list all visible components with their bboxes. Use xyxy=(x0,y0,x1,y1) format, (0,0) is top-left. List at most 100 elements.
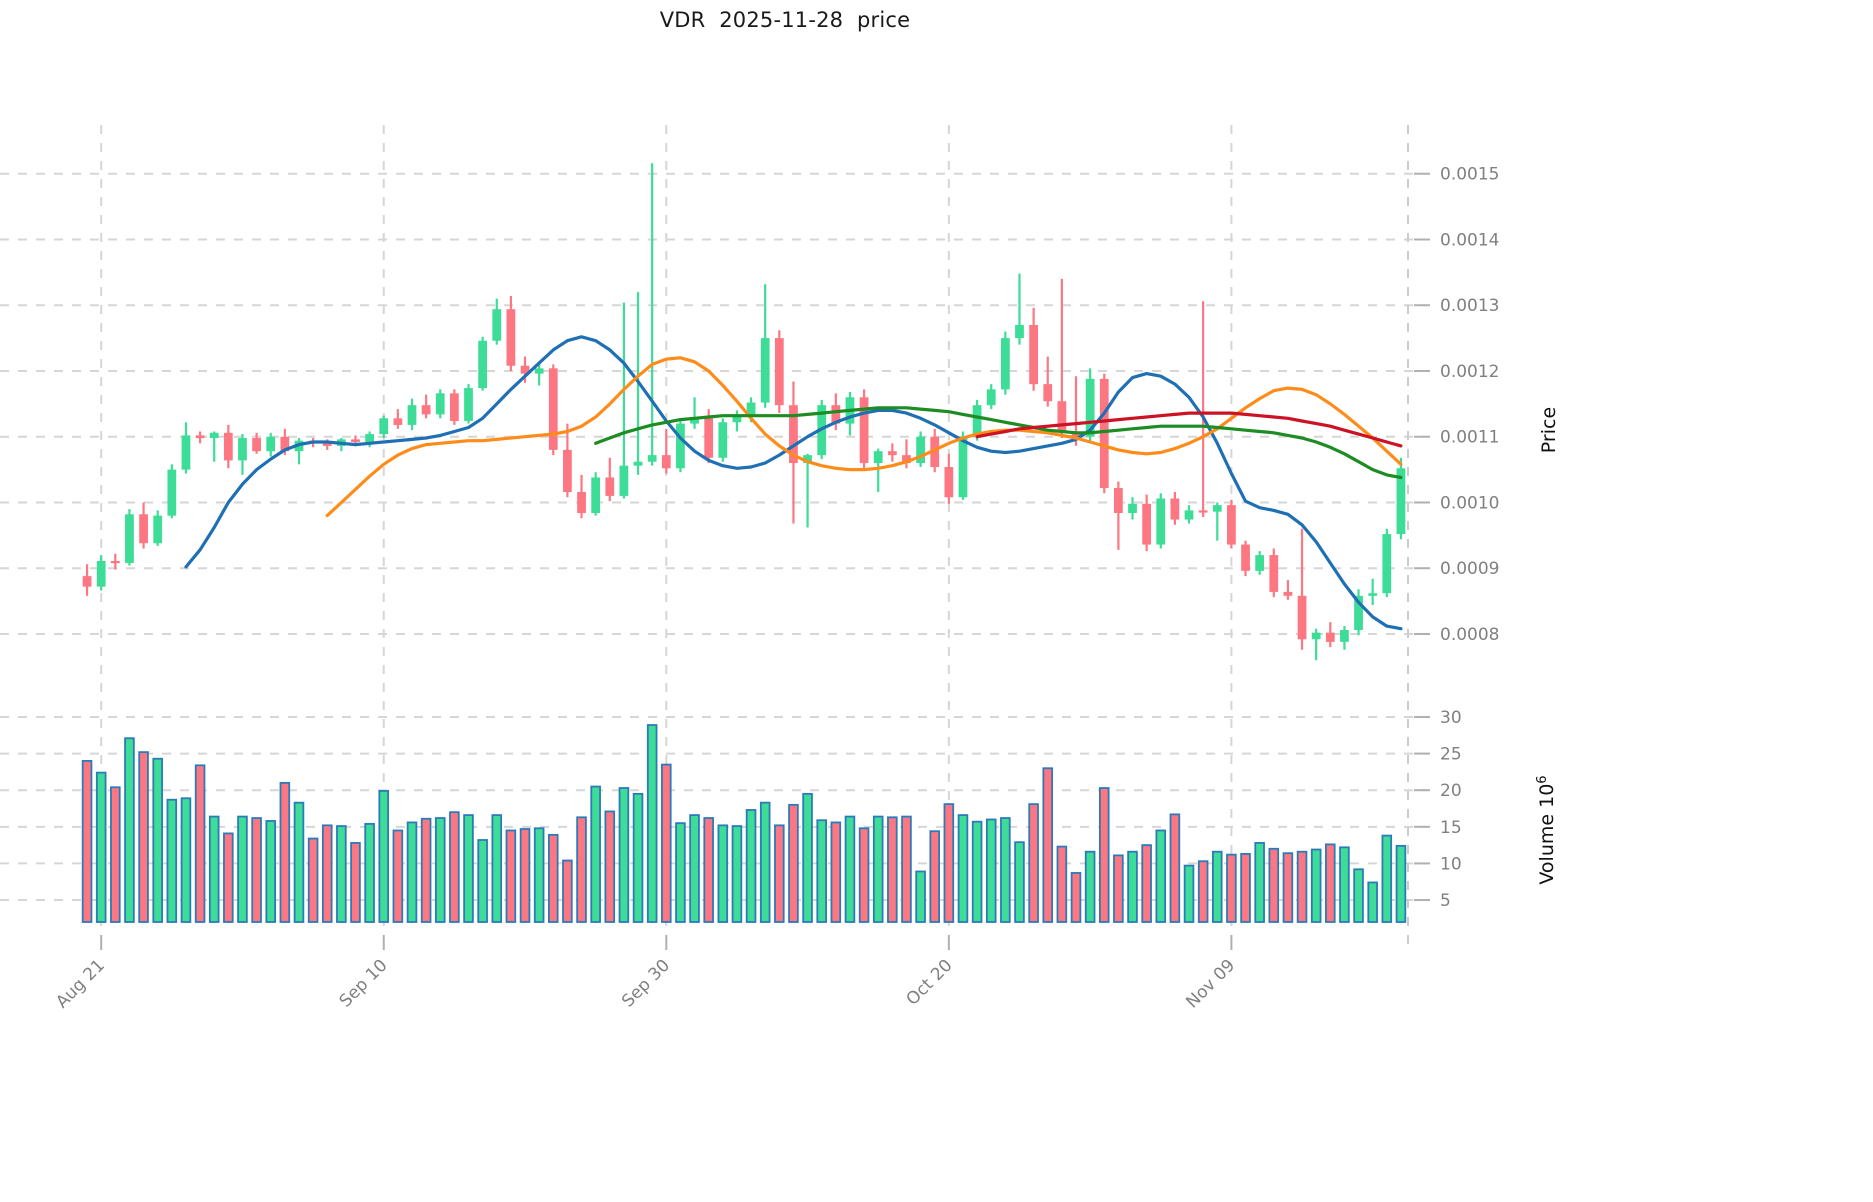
candle-body xyxy=(1340,630,1349,642)
price-tick-label: 0.0015 xyxy=(1440,165,1499,185)
candle-body xyxy=(82,576,92,587)
price-axis-title: Price xyxy=(1538,407,1560,453)
volume-tick-label: 10 xyxy=(1440,854,1462,874)
volume-bar xyxy=(1325,843,1336,923)
candle-body xyxy=(280,436,290,452)
volume-bar xyxy=(1000,817,1011,923)
volume-bars xyxy=(81,724,1407,923)
volume-bar xyxy=(505,829,517,923)
candle-body xyxy=(1297,595,1307,640)
volume-bar xyxy=(1197,860,1209,923)
candle-body xyxy=(393,418,403,425)
candle-body xyxy=(1114,488,1123,513)
volume-bar xyxy=(519,828,531,923)
volume-bar xyxy=(943,803,955,923)
volume-bar xyxy=(166,798,178,923)
candle-body xyxy=(1099,378,1109,489)
candle-body xyxy=(831,405,841,424)
volume-bar xyxy=(646,724,658,923)
volume-bar xyxy=(1028,803,1039,923)
volume-bar xyxy=(802,792,813,923)
candle-body xyxy=(1227,505,1236,545)
volume-tick-label: 5 xyxy=(1440,891,1451,911)
date-tick-label: Sep 10 xyxy=(336,956,392,1012)
candle-body xyxy=(379,418,389,435)
volume-bar xyxy=(152,757,163,923)
volume-bar xyxy=(1070,872,1082,923)
candle-body xyxy=(732,414,742,423)
candle-body xyxy=(266,436,276,452)
volume-bar xyxy=(406,821,418,923)
volume-bar xyxy=(632,792,644,923)
date-tick-label: Oct 20 xyxy=(903,956,957,1010)
volume-bar xyxy=(576,816,587,923)
candle-body xyxy=(930,436,940,467)
candle-body xyxy=(167,469,177,516)
candle-body xyxy=(859,397,869,464)
volume-tick-label: 30 xyxy=(1440,708,1462,728)
volume-bar xyxy=(1211,850,1223,923)
volume-bar xyxy=(1155,829,1167,923)
candle-body xyxy=(435,393,445,415)
candle-body xyxy=(803,455,812,464)
price-tick-label: 0.0014 xyxy=(1440,230,1499,250)
volume-axis-title: Volume 106 xyxy=(1535,775,1558,884)
candle-body xyxy=(944,466,954,498)
candle-body xyxy=(563,449,572,492)
candle-body xyxy=(1354,595,1363,631)
volume-bar xyxy=(830,821,842,923)
volume-bar xyxy=(1268,847,1280,923)
candle-body xyxy=(704,417,714,458)
volume-bar xyxy=(81,760,93,923)
volume-bar xyxy=(1141,844,1152,923)
volume-bar xyxy=(420,817,432,923)
volume-bar xyxy=(971,820,983,923)
price-tick-label: 0.0012 xyxy=(1440,362,1499,382)
volume-bar xyxy=(1254,842,1265,923)
volume-bar xyxy=(1282,852,1294,923)
volume-bar xyxy=(1226,853,1237,923)
candlesticks xyxy=(82,163,1406,661)
candle-body xyxy=(577,491,586,513)
volume-bar xyxy=(547,833,559,923)
candle-body xyxy=(746,402,756,415)
volume-bar xyxy=(1098,787,1110,923)
price-tick-label: 0.0009 xyxy=(1440,559,1499,579)
volume-bar xyxy=(1381,834,1393,923)
price-tick-label: 0.0011 xyxy=(1440,428,1499,448)
ma-line-green xyxy=(594,406,1403,480)
volume-bar xyxy=(844,815,856,923)
volume-bar xyxy=(237,815,248,923)
volume-bar xyxy=(95,771,107,923)
volume-bar xyxy=(675,822,686,923)
candle-body xyxy=(1311,632,1321,640)
volume-bar xyxy=(731,825,743,923)
volume-bar xyxy=(194,764,206,923)
candle-body xyxy=(1255,555,1265,571)
candle-body xyxy=(1057,401,1067,432)
candle-body xyxy=(1241,544,1250,571)
candle-body xyxy=(322,443,332,446)
candle-body xyxy=(1156,498,1166,545)
candle-body xyxy=(1368,593,1378,596)
volume-bar xyxy=(223,832,234,923)
candle-body xyxy=(238,438,247,461)
candle-body xyxy=(1029,324,1038,385)
candle-body xyxy=(676,423,685,469)
ma-line-blue xyxy=(184,335,1403,631)
candle-body xyxy=(1212,505,1222,512)
candle-body xyxy=(986,389,996,406)
candle-body xyxy=(506,309,516,366)
volume-bar xyxy=(1339,846,1350,923)
candle-body xyxy=(252,438,261,452)
candle-body xyxy=(548,368,558,450)
candle-body xyxy=(1325,632,1335,642)
volume-bar xyxy=(265,820,277,923)
candle-body xyxy=(774,338,784,406)
volume-bar xyxy=(858,827,870,923)
volume-bar xyxy=(434,817,446,923)
date-tick-label: Sep 30 xyxy=(618,956,674,1012)
volume-bar xyxy=(449,811,460,923)
volume-bar xyxy=(618,787,630,923)
candle-body xyxy=(450,393,459,421)
